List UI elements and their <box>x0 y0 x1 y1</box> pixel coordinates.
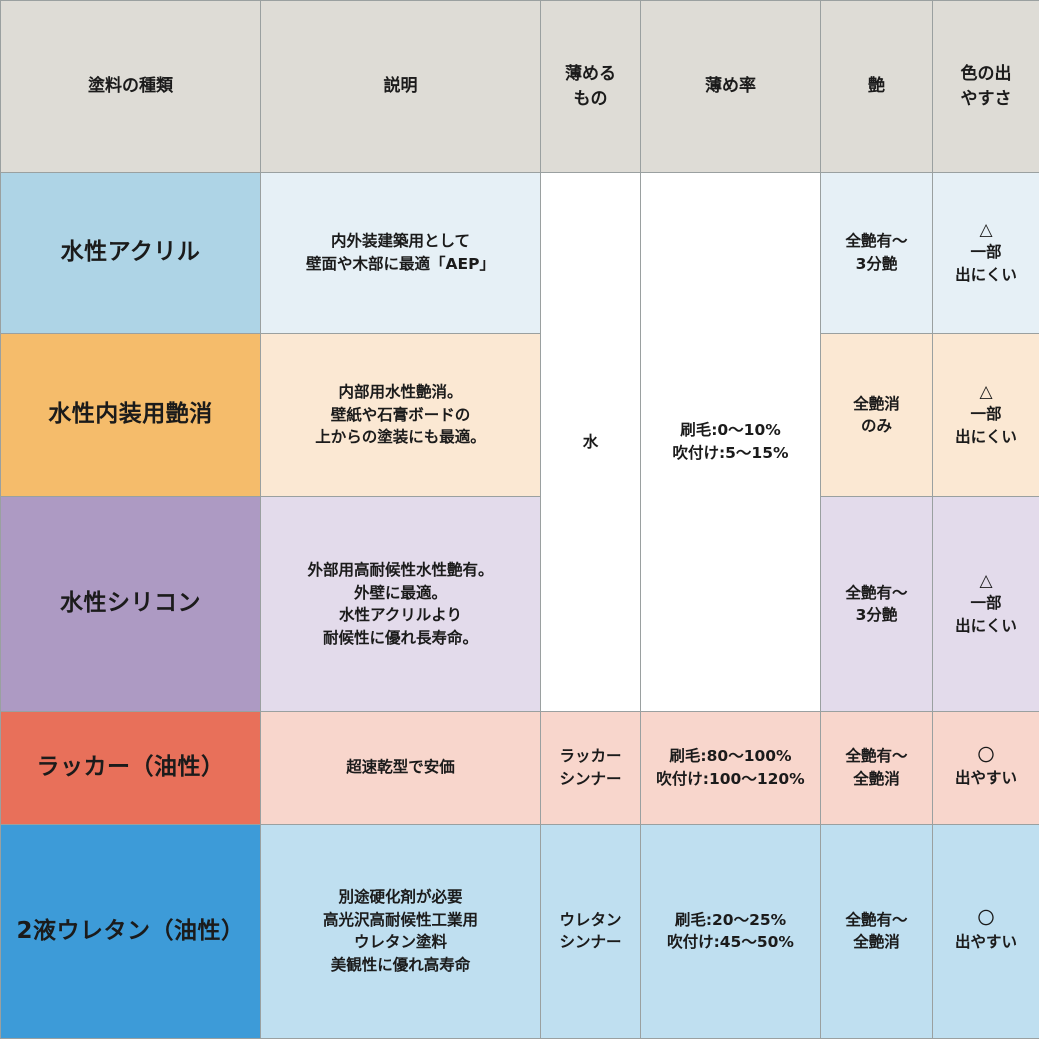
row-dilution-rate-lacquer-oil: 刷毛:80〜100% 吹付け:100〜120% <box>640 710 821 825</box>
header-gloss-label: 艶 <box>868 76 885 97</box>
header-description-label: 説明 <box>383 76 418 97</box>
row-description-lacquer-oil: 超速乾型で安価 <box>260 710 541 825</box>
row-paint-type-lacquer-oil: ラッカー（油性） <box>0 710 261 825</box>
triangle-mark-icon: △ <box>979 382 993 403</box>
row-color-ease-lacquer-oil: 〇 出やすい <box>932 710 1039 825</box>
row-gloss-two-part-urethane-oil: 全艶有〜 全艶消 <box>820 823 933 1039</box>
row-thinner-two-part-urethane-oil: ウレタン シンナー <box>540 823 641 1039</box>
triangle-mark-icon: △ <box>979 219 993 240</box>
header-paint-type: 塗料の種類 <box>0 0 261 173</box>
header-gloss: 艶 <box>820 0 933 173</box>
row-description-water-interior-matte: 内部用水性艶消。 壁紙や石膏ボードの 上からの塗装にも最適。 <box>260 332 541 498</box>
header-color-ease: 色の出 やすさ <box>932 0 1039 173</box>
row-color-ease-two-part-urethane-oil: 〇 出やすい <box>932 823 1039 1039</box>
table-row: ラッカー（油性） 超速乾型で安価 ラッカー シンナー 刷毛:80〜100% 吹付… <box>0 710 1039 825</box>
row-paint-type-water-acrylic: 水性アクリル <box>0 172 261 334</box>
row-thinner-lacquer-oil: ラッカー シンナー <box>540 710 641 825</box>
header-thinner-label-line2: もの <box>573 88 608 109</box>
header-thinner: 薄める もの <box>540 0 641 173</box>
table-row: 水性内装用艶消 内部用水性艶消。 壁紙や石膏ボードの 上からの塗装にも最適。 全… <box>0 332 1039 498</box>
circle-mark-icon: 〇 <box>977 909 995 930</box>
row-gloss-water-acrylic: 全艶有〜 3分艶 <box>820 172 933 334</box>
row-paint-type-water-interior-matte: 水性内装用艶消 <box>0 332 261 498</box>
triangle-mark-icon: △ <box>979 571 993 591</box>
header-row: 塗料の種類 説明 薄める もの 薄め率 艶 色の出 やすさ <box>0 0 1039 173</box>
table-header: 塗料の種類 説明 薄める もの 薄め率 艶 色の出 やすさ <box>0 0 1039 173</box>
header-color-ease-label-line1: 色の出 <box>960 63 1012 84</box>
row-description-water-acrylic: 内外装建築用として 壁面や木部に最適「AEP」 <box>260 172 541 334</box>
header-dilution-rate: 薄め率 <box>640 0 821 173</box>
header-dilution-rate-label: 薄め率 <box>705 76 756 97</box>
row-description-water-silicone: 外部用高耐候性水性艶有。 外壁に最適。 水性アクリルより 耐候性に優れ長寿命。 <box>260 496 541 712</box>
table-row: 2液ウレタン（油性） 別途硬化剤が必要 高光沢高耐候性工業用 ウレタン塗料 美観… <box>0 823 1039 1039</box>
row-color-ease-water-interior-matte: △ 一部 出にくい <box>932 332 1039 498</box>
row-color-ease-water-silicone: △ 一部 出にくい <box>932 496 1039 712</box>
row-dilution-rate-two-part-urethane-oil: 刷毛:20〜25% 吹付け:45〜50% <box>640 823 821 1039</box>
row-color-ease-water-acrylic: △ 一部 出にくい <box>932 172 1039 334</box>
table-row: 水性シリコン 外部用高耐候性水性艶有。 外壁に最適。 水性アクリルより 耐候性に… <box>0 496 1039 712</box>
row-description-two-part-urethane-oil: 別途硬化剤が必要 高光沢高耐候性工業用 ウレタン塗料 美観性に優れ高寿命 <box>260 823 541 1039</box>
table-row: 水性アクリル 内外装建築用として 壁面や木部に最適「AEP」 水 刷毛:0〜10… <box>0 172 1039 712</box>
row-gloss-water-interior-matte: 全艶消 のみ <box>820 332 933 498</box>
row-paint-type-water-silicone: 水性シリコン <box>0 496 261 712</box>
merged-dilution-rate-water: 刷毛:0〜10% 吹付け:5〜15% <box>640 172 821 712</box>
circle-mark-icon: 〇 <box>977 745 995 766</box>
row-paint-type-two-part-urethane-oil: 2液ウレタン（油性） <box>0 823 261 1039</box>
header-color-ease-label-line2: やすさ <box>960 88 1012 109</box>
header-thinner-label-line1: 薄める <box>565 63 616 84</box>
header-description: 説明 <box>260 0 541 173</box>
row-gloss-water-silicone: 全艶有〜 3分艶 <box>820 496 933 712</box>
row-gloss-lacquer-oil: 全艶有〜 全艶消 <box>820 710 933 825</box>
table-body: 水性アクリル 内外装建築用として 壁面や木部に最適「AEP」 水 刷毛:0〜10… <box>0 172 1039 1039</box>
header-paint-type-label: 塗料の種類 <box>88 76 173 97</box>
merged-thinner-water: 水 <box>540 172 641 712</box>
